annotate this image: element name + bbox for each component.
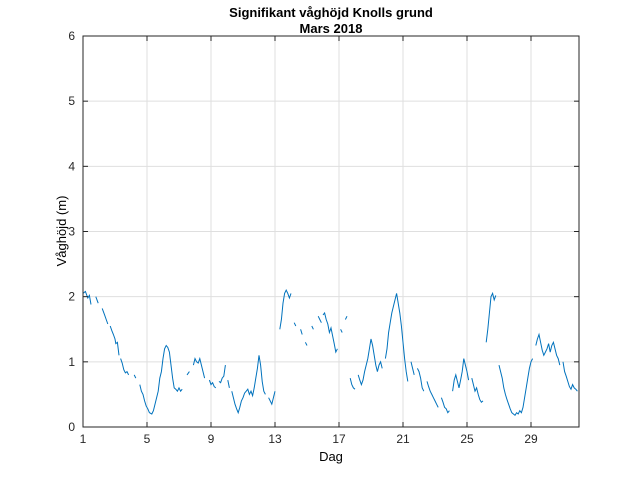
series-line-segment xyxy=(349,377,356,390)
series-line-segment xyxy=(317,315,322,323)
series-line-segment xyxy=(139,344,183,415)
x-tick-label: 5 xyxy=(144,432,151,446)
series-line-segment xyxy=(452,358,470,392)
series-line-segment xyxy=(562,361,578,392)
series-line-segment xyxy=(340,329,343,333)
series-line-segment xyxy=(186,371,190,376)
series-line-segment xyxy=(410,361,415,376)
series-line-segment xyxy=(384,293,409,382)
chart-subtitle: Mars 2018 xyxy=(300,21,363,36)
series-line-segment xyxy=(485,291,497,343)
x-tick-label: 9 xyxy=(208,432,215,446)
series-line-segment xyxy=(120,358,130,376)
series-line-segment xyxy=(311,325,314,330)
series-line-segment xyxy=(426,381,439,408)
y-tick-label: 3 xyxy=(68,225,75,239)
chart-title: Signifikant våghöjd Knolls grund xyxy=(229,5,433,20)
series-line-segment xyxy=(208,379,217,389)
x-axis-label: Dag xyxy=(319,449,343,464)
y-tick-label: 5 xyxy=(68,94,75,108)
x-tick-label: 17 xyxy=(332,432,346,446)
series-line-segment xyxy=(95,296,99,304)
series-line-segment xyxy=(304,342,308,346)
grid-lines xyxy=(83,36,579,427)
series-line-segment xyxy=(231,355,266,415)
y-tick-label: 0 xyxy=(68,420,75,434)
series-line-segment xyxy=(192,356,206,379)
y-tick-label: 1 xyxy=(68,355,75,369)
series-line-segment xyxy=(300,329,303,335)
series-line-segment xyxy=(293,322,297,327)
series-line-segment xyxy=(279,288,292,330)
series-line-segment xyxy=(344,315,348,320)
y-tick-label: 2 xyxy=(68,290,75,304)
y-axis-label: Våghöjd (m) xyxy=(54,196,69,267)
series-line-segment xyxy=(535,332,561,366)
x-tick-label: 13 xyxy=(268,432,282,446)
x-tick-label: 29 xyxy=(524,432,538,446)
x-tick-label: 25 xyxy=(460,432,474,446)
series-line-segment xyxy=(498,358,534,417)
series-line-segment xyxy=(218,365,226,384)
series-line-segment xyxy=(440,397,450,414)
x-tick-label: 21 xyxy=(396,432,410,446)
series-line-segment xyxy=(322,311,338,354)
y-tick-label: 6 xyxy=(68,29,75,43)
series-line-segment xyxy=(101,308,109,325)
series-line-segment xyxy=(109,325,120,356)
y-tick-label: 4 xyxy=(68,159,75,173)
series-line-segment xyxy=(82,290,92,305)
series-line-segment xyxy=(133,374,137,379)
series-line-segment xyxy=(357,338,383,387)
wave-height-series xyxy=(82,288,578,417)
series-line-segment xyxy=(471,377,484,403)
x-tick-label: 1 xyxy=(80,432,87,446)
series-line-segment xyxy=(416,368,425,392)
series-line-segment xyxy=(227,379,230,389)
series-line-segment xyxy=(268,391,276,406)
